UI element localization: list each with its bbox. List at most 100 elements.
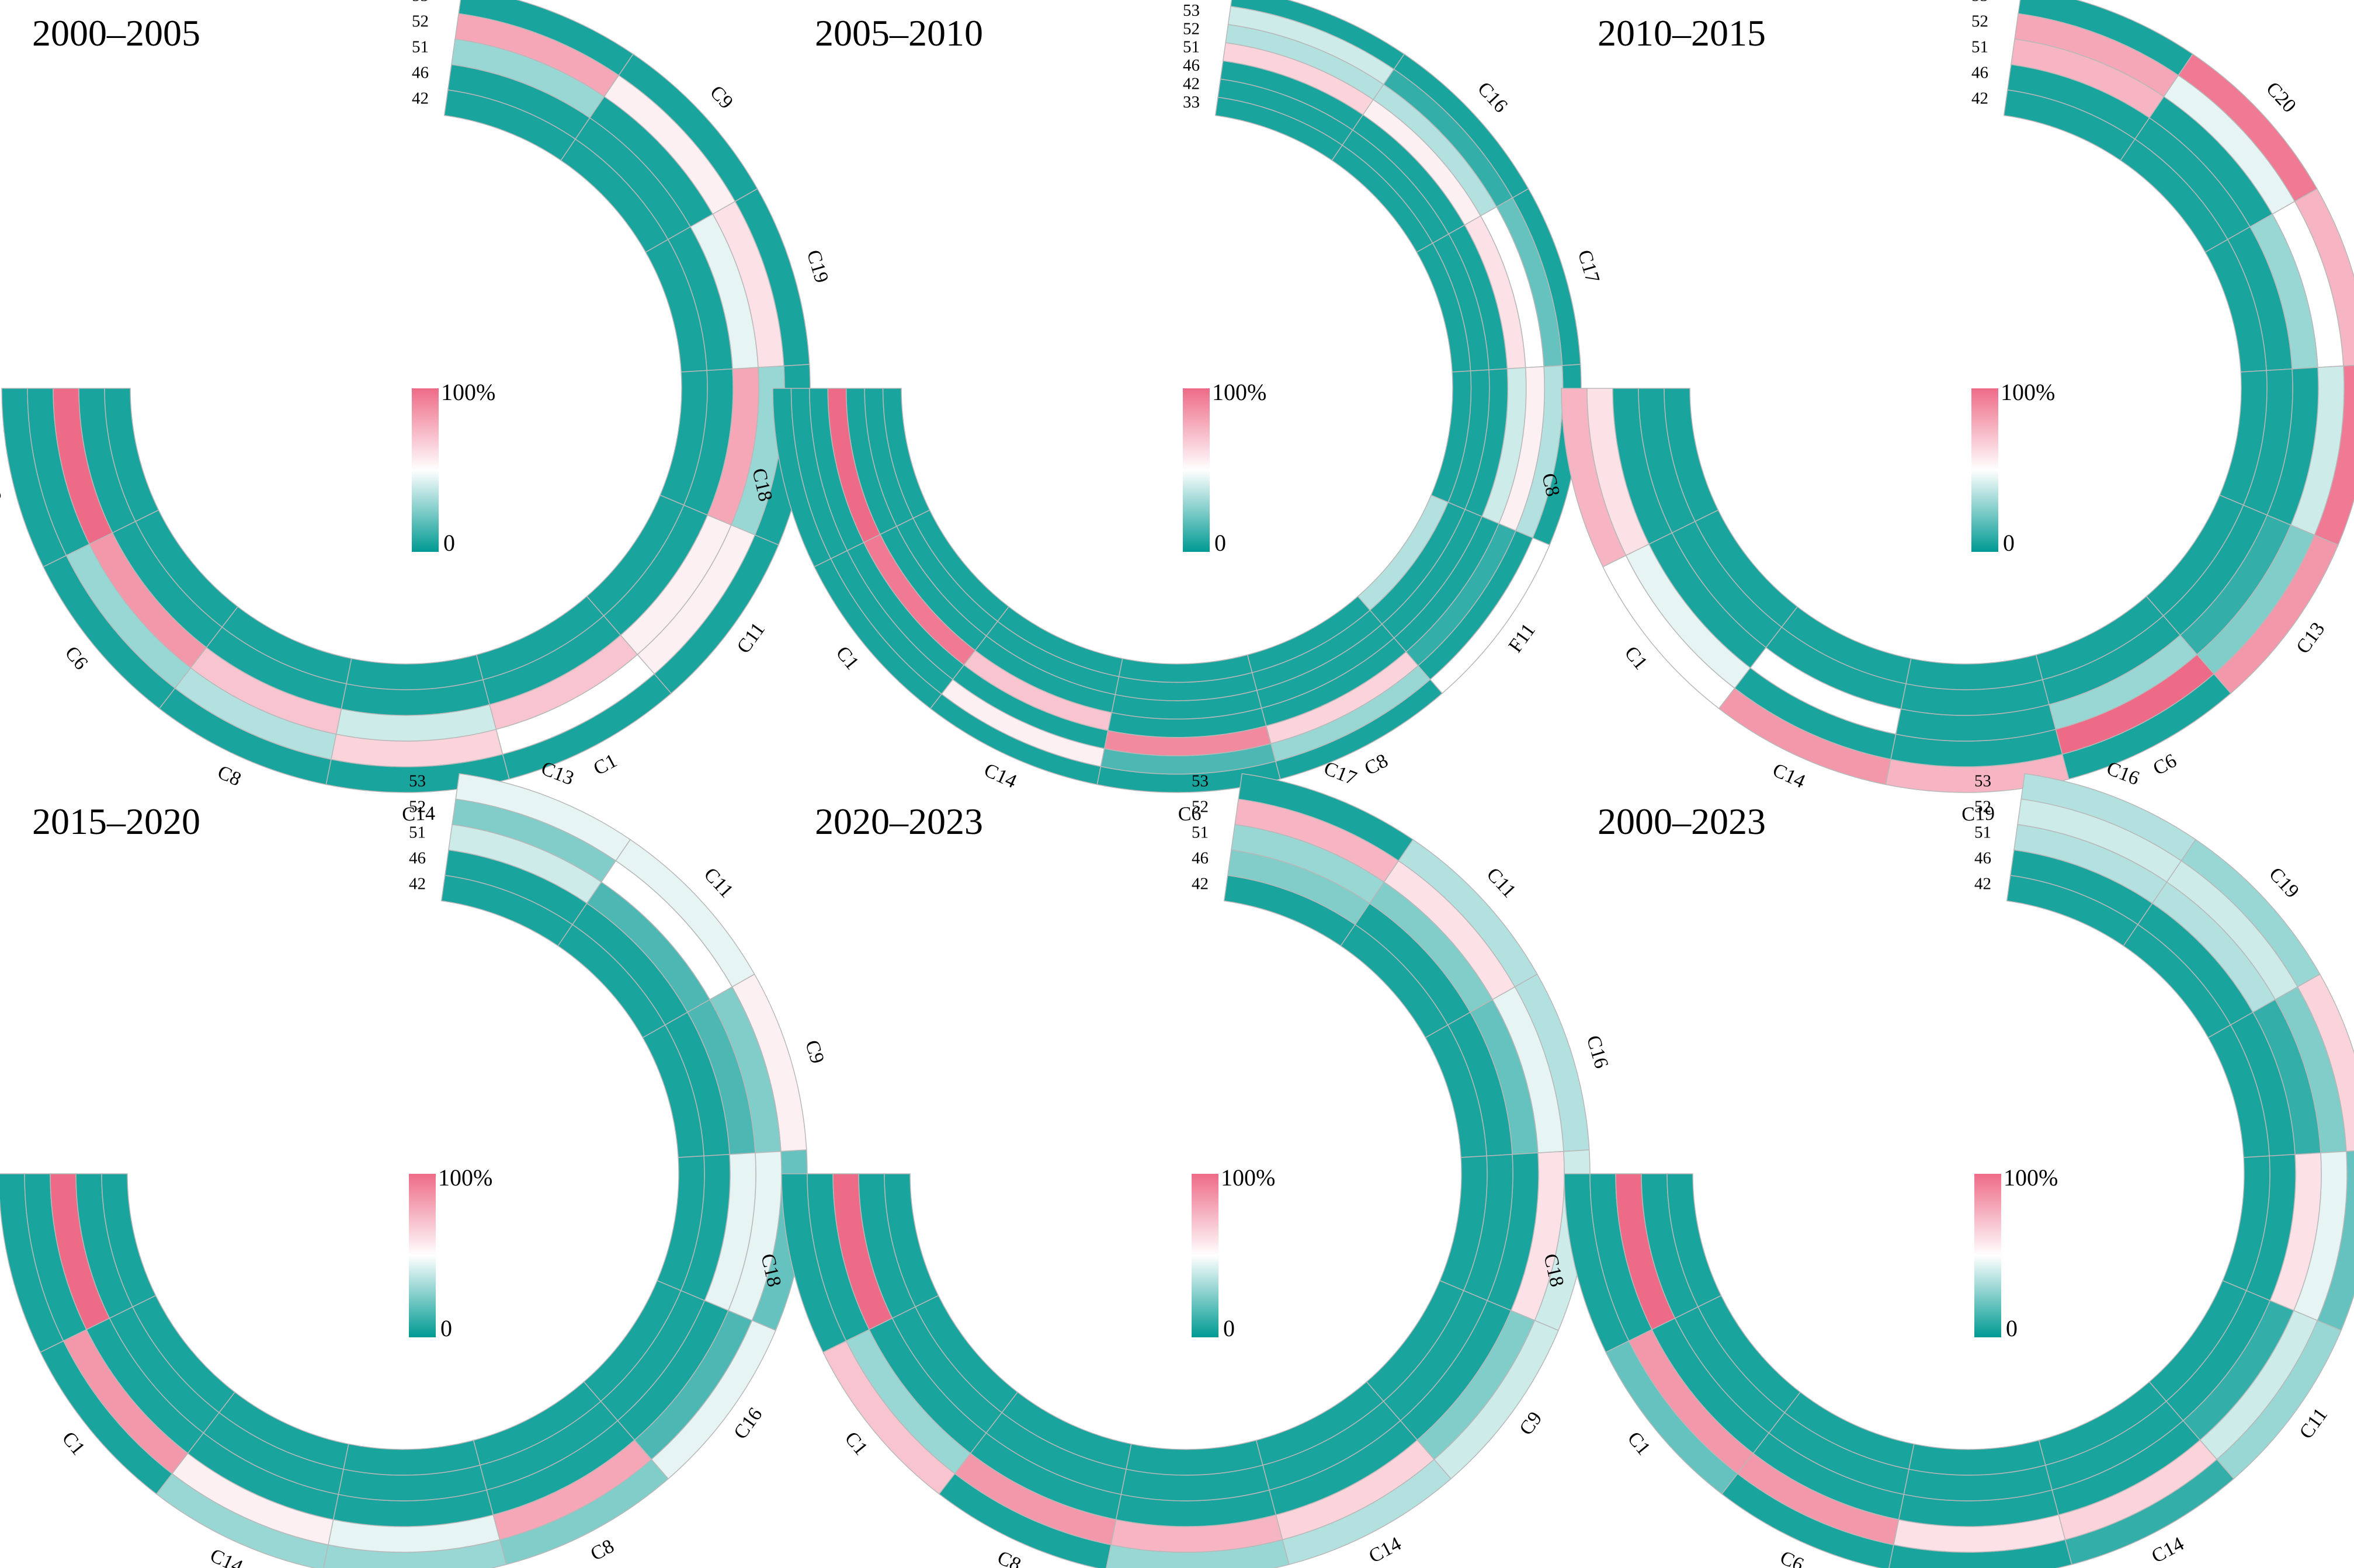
category-label: C13 bbox=[538, 757, 577, 790]
category-label: C6 bbox=[2150, 750, 2180, 780]
ring-label: 52 bbox=[1192, 798, 1209, 816]
colorbar-max-label: 100% bbox=[1221, 1164, 1275, 1191]
ring-label: 52 bbox=[409, 798, 426, 816]
category-label: C1 bbox=[832, 642, 863, 674]
heat-cell bbox=[1666, 1173, 1722, 1308]
category-label: C14 bbox=[207, 1545, 246, 1568]
category-label: C17 bbox=[1574, 248, 1604, 286]
ring-label: 42 bbox=[1971, 89, 1988, 108]
category-label: C11 bbox=[1482, 864, 1520, 902]
category-label: F11 bbox=[1505, 620, 1540, 657]
ring-label: 51 bbox=[1192, 823, 1209, 842]
ring-label: 42 bbox=[1192, 875, 1209, 893]
colorbar bbox=[412, 388, 439, 552]
colorbar-min-label: 0 bbox=[443, 530, 455, 556]
category-label: C19 bbox=[1961, 803, 1995, 826]
category-label: C16 bbox=[1582, 1033, 1613, 1071]
ring-label: 53 bbox=[409, 772, 426, 791]
colorbar-min-label: 0 bbox=[2006, 1315, 2018, 1341]
ring-label: 52 bbox=[1971, 12, 1988, 31]
category-label: C20 bbox=[2262, 78, 2300, 117]
colorbar bbox=[409, 1174, 436, 1337]
ring-label: 52 bbox=[1183, 19, 1200, 38]
ring-label: 51 bbox=[1183, 38, 1200, 57]
panel-1: 2000–2005C16C9C19C17C11C1C14C8C6C1853525… bbox=[0, 0, 839, 825]
colorbar bbox=[1974, 1174, 2001, 1337]
category-label: C8 bbox=[1537, 471, 1564, 499]
ring-label: 53 bbox=[1183, 1, 1200, 20]
category-label: C6 bbox=[1178, 803, 1202, 825]
category-label: C14 bbox=[402, 803, 436, 826]
panel-title: 2010–2015 bbox=[1598, 12, 1766, 54]
category-label: C18 bbox=[0, 466, 5, 503]
colorbar bbox=[1192, 1174, 1218, 1337]
category-label: C1 bbox=[1623, 1428, 1655, 1459]
panel-3: 2010–2015C18C20E1C9C13C6C19C14C1C8535251… bbox=[1537, 0, 2354, 825]
panel-4: 2015–2020C13C11C9C17C16C8C6C14C1C1853525… bbox=[0, 757, 836, 1568]
category-label: C9 bbox=[706, 82, 737, 113]
ring-label: 66 bbox=[1183, 0, 1200, 1]
category-label: C19 bbox=[2265, 863, 2303, 902]
category-label: C13 bbox=[2292, 618, 2329, 658]
ring-label: 46 bbox=[1974, 849, 1991, 868]
heat-cell bbox=[1664, 388, 1719, 522]
panel-6: 2000–2023C16C19C9C17C11C14C8C6C1C1853525… bbox=[1539, 757, 2354, 1568]
ring-label: 46 bbox=[412, 64, 429, 82]
ring-label: 52 bbox=[1974, 798, 1991, 816]
ring-label: 53 bbox=[1974, 772, 1991, 791]
colorbar-max-label: 100% bbox=[438, 1164, 492, 1191]
colorbar-max-label: 100% bbox=[2004, 1164, 2058, 1191]
ring-label: 53 bbox=[1192, 772, 1209, 791]
category-label: C16 bbox=[2103, 757, 2142, 790]
colorbar-min-label: 0 bbox=[1223, 1315, 1235, 1341]
category-label: C11 bbox=[700, 864, 738, 902]
colorbar bbox=[1183, 388, 1210, 552]
ring-label: 46 bbox=[1183, 56, 1200, 75]
ring-label: 53 bbox=[412, 0, 429, 5]
category-label: C6 bbox=[61, 642, 92, 674]
colorbar-max-label: 100% bbox=[2001, 379, 2055, 405]
panel-title: 2005–2010 bbox=[815, 12, 983, 54]
category-label: C19 bbox=[803, 248, 833, 286]
category-label: C8 bbox=[214, 762, 244, 791]
ring-label: 42 bbox=[1974, 875, 1991, 893]
category-label: C1 bbox=[58, 1428, 89, 1459]
ring-label: 53 bbox=[1971, 0, 1988, 5]
category-label: C17 bbox=[1321, 757, 1359, 790]
ring-label: 51 bbox=[409, 823, 426, 842]
category-label: C9 bbox=[801, 1038, 828, 1066]
category-label: C18 bbox=[2100, 0, 2139, 4]
category-label: C16 bbox=[1473, 78, 1512, 117]
category-label: C1 bbox=[1620, 642, 1652, 674]
colorbar-min-label: 0 bbox=[2003, 530, 2015, 556]
panel-title: 2015–2020 bbox=[32, 801, 200, 842]
ring-label: 46 bbox=[409, 849, 426, 868]
ring-label: 51 bbox=[1974, 823, 1991, 842]
colorbar-max-label: 100% bbox=[1212, 379, 1266, 405]
category-label: C8 bbox=[1361, 750, 1391, 780]
ring-label: 46 bbox=[1971, 64, 1988, 82]
panel-title: 2000–2005 bbox=[32, 12, 200, 54]
category-label: C9 bbox=[1317, 0, 1346, 2]
category-label: C14 bbox=[2148, 1533, 2188, 1567]
colorbar-min-label: 0 bbox=[440, 1315, 452, 1341]
colorbar-min-label: 0 bbox=[1214, 530, 1226, 556]
category-label: C8 bbox=[994, 1547, 1024, 1568]
category-label: C18 bbox=[0, 1251, 2, 1289]
category-label: C16 bbox=[730, 1404, 766, 1444]
heat-cell bbox=[882, 388, 931, 519]
panel-2: 2005–2010C9C16C17C11F11C8C6C14C1C1866535… bbox=[748, 0, 1610, 825]
category-label: C6 bbox=[1777, 1547, 1807, 1568]
heat-cell bbox=[1126, 1440, 1263, 1476]
category-label: C14 bbox=[981, 759, 1020, 792]
heat-cell bbox=[104, 388, 159, 522]
category-label: C1 bbox=[590, 750, 620, 780]
ring-label: 42 bbox=[409, 875, 426, 893]
ring-label: 51 bbox=[1971, 38, 1988, 57]
heat-cell bbox=[1905, 654, 2043, 690]
ring-label: 42 bbox=[412, 89, 429, 108]
panel-5: 2020–2023C17C11C16C19C9C14C6C8C1C1853525… bbox=[756, 757, 1619, 1568]
ring-label: 51 bbox=[412, 38, 429, 57]
category-label: C14 bbox=[1366, 1533, 1405, 1567]
